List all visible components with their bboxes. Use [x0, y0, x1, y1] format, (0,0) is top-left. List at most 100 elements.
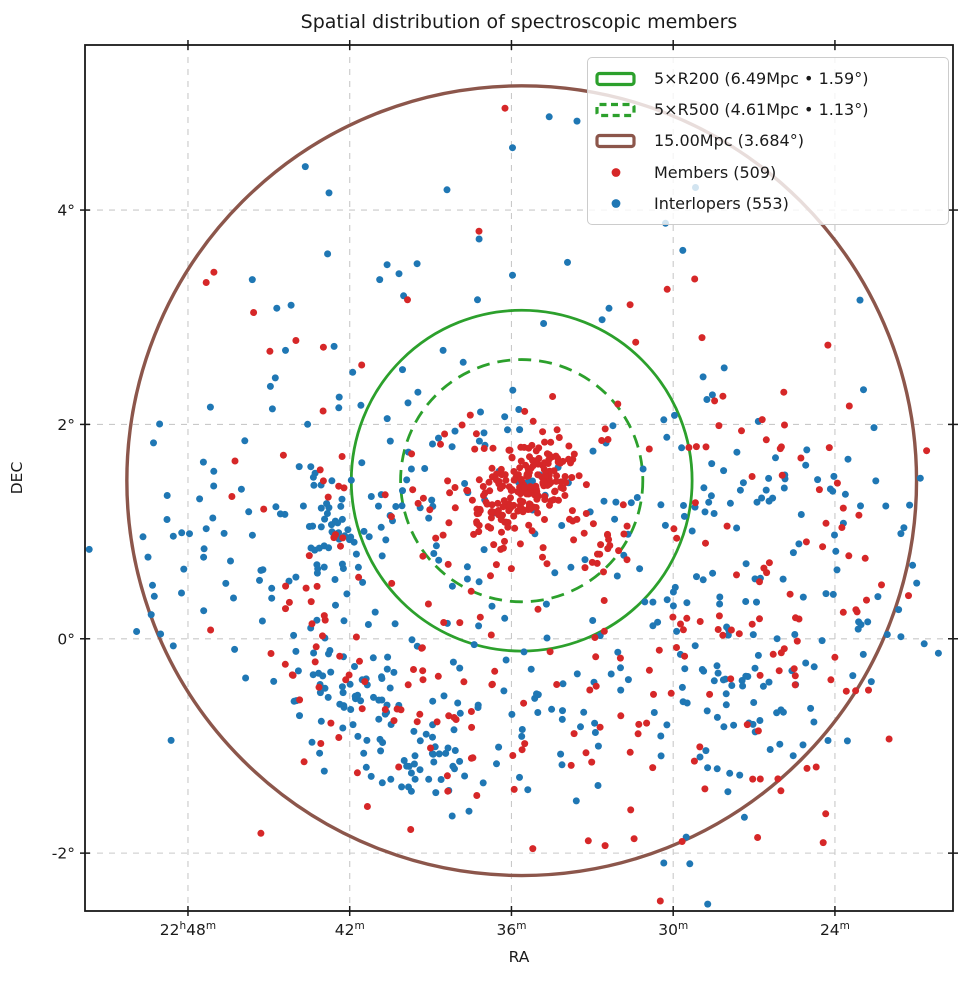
member-point — [569, 517, 577, 525]
interloper-point — [149, 581, 156, 589]
interloper-point — [349, 368, 357, 376]
interloper-point — [543, 634, 551, 642]
interloper-point — [844, 455, 852, 463]
interloper-point — [906, 501, 914, 509]
member-point — [822, 519, 830, 527]
interloper-point — [310, 649, 318, 657]
member-point — [656, 897, 664, 905]
member-point — [702, 539, 709, 547]
interloper-point — [307, 544, 315, 552]
interloper-point — [508, 710, 516, 718]
member-point — [620, 530, 628, 538]
member-point — [529, 845, 537, 853]
member-point — [352, 633, 360, 641]
member-point — [463, 486, 471, 494]
member-point — [715, 422, 723, 430]
interloper-point — [386, 684, 394, 692]
member-point — [487, 631, 495, 639]
member-point — [525, 521, 533, 529]
interloper-point — [375, 715, 383, 723]
interloper-point — [573, 670, 581, 678]
interloper-point — [324, 693, 332, 701]
member-point — [769, 650, 777, 658]
member-point — [748, 620, 756, 628]
member-point — [669, 613, 677, 621]
member-point — [819, 543, 827, 551]
member-point — [358, 705, 366, 713]
interloper-point — [305, 523, 313, 530]
interloper-point — [913, 579, 921, 587]
interloper-point — [340, 702, 348, 710]
interloper-point — [378, 779, 386, 787]
interloper-point — [311, 469, 319, 477]
member-point — [410, 666, 417, 673]
interloper-point — [475, 622, 483, 630]
member-point — [555, 434, 563, 441]
legend-item-r500: 5×R500 (4.61Mpc • 1.13°) — [588, 95, 948, 125]
interloper-point — [294, 667, 302, 675]
member-point — [523, 490, 531, 498]
y-tick-label: 4° — [57, 202, 75, 220]
member-point — [842, 687, 850, 695]
y-tick-label: -2° — [52, 845, 75, 863]
interloper-point — [534, 709, 542, 716]
interloper-point — [139, 533, 147, 541]
member-point — [441, 430, 449, 438]
y-axis-label: DEC — [8, 462, 26, 495]
member-point — [440, 619, 448, 626]
member-point — [589, 520, 597, 528]
interloper-point — [857, 502, 864, 510]
member-point — [812, 763, 820, 771]
member-dot-swatch — [611, 168, 621, 178]
member-point — [540, 478, 548, 486]
member-point — [760, 564, 768, 572]
y-tick-label: 0° — [57, 630, 75, 648]
interloper-point — [633, 494, 641, 501]
interloper-point — [463, 563, 471, 571]
member-point — [488, 464, 496, 472]
member-point — [791, 681, 799, 689]
interloper-point — [542, 600, 550, 608]
interloper-point — [742, 672, 750, 680]
member-point — [696, 743, 704, 751]
member-point — [319, 477, 327, 485]
member-point — [586, 686, 594, 694]
interloper-point — [408, 636, 416, 644]
interloper-point — [287, 301, 295, 309]
member-point — [497, 516, 505, 524]
member-point — [281, 660, 289, 668]
interloper-point — [321, 515, 329, 523]
interloper-point — [860, 386, 867, 394]
member-point — [520, 699, 528, 707]
member-point — [250, 309, 258, 316]
interloper-point — [681, 665, 689, 673]
interloper-point — [432, 542, 440, 550]
interloper-point — [789, 549, 797, 557]
member-point — [467, 754, 475, 762]
interloper-point — [882, 502, 890, 510]
interloper-point — [480, 546, 488, 554]
interloper-point — [248, 531, 256, 539]
interloper-point — [533, 690, 540, 698]
member-point — [630, 835, 638, 843]
member-point — [302, 584, 310, 592]
member-point — [521, 407, 529, 415]
member-point — [499, 482, 507, 490]
interloper-point — [410, 760, 418, 768]
interloper-point — [268, 594, 276, 602]
interloper-point — [347, 706, 355, 713]
member-point — [414, 499, 422, 507]
member-point — [754, 834, 762, 841]
mpc15-swatch-icon — [595, 133, 636, 149]
member-point — [475, 227, 483, 235]
interloper-point — [474, 704, 482, 711]
interloper-point — [649, 598, 657, 606]
member-point — [526, 505, 534, 513]
interloper-dot-swatch — [611, 199, 621, 209]
interloper-point — [683, 699, 691, 707]
member-point — [606, 542, 614, 549]
member-point — [551, 488, 559, 496]
member-point — [775, 667, 783, 675]
interloper-point — [720, 467, 728, 475]
